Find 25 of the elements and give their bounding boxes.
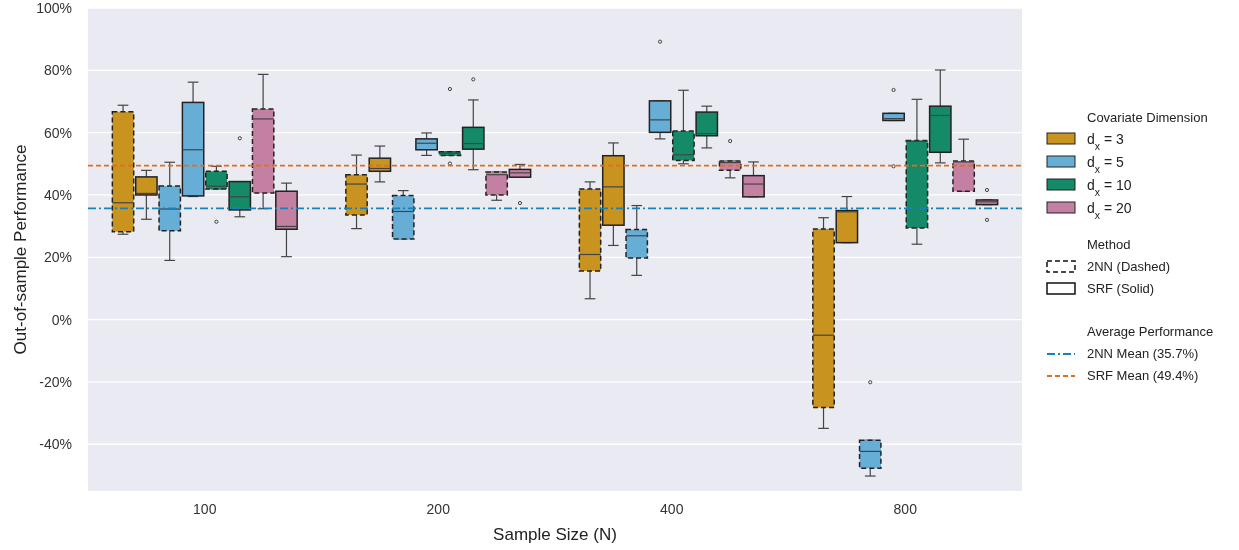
x-tick-label: 200 <box>426 501 451 517</box>
legend-label: d$_{x}$ = 3 <box>1087 131 1124 152</box>
legend-label: SRF Mean (49.4%) <box>1087 368 1199 383</box>
y-tick-label: -20% <box>39 373 72 390</box>
text: 2NN (Dashed) <box>1087 259 1171 274</box>
legend-title: Covariate Dimension <box>1087 110 1208 125</box>
y-tick-label: 60% <box>43 124 72 141</box>
legend-label: d$_{x}$ = 20 <box>1087 200 1132 221</box>
text: Average Performance <box>1087 324 1214 339</box>
legend-label: d$_{x}$ = 5 <box>1087 154 1124 175</box>
text: Method <box>1087 237 1131 252</box>
y-tick-label: 0% <box>51 311 72 328</box>
legend-label: 2NN Mean (35.7%) <box>1087 346 1199 361</box>
y-axis-title: Out-of-sample Performance <box>11 144 30 355</box>
y-tick-label: 20% <box>43 249 72 266</box>
legend-label: d$_{x}$ = 10 <box>1087 177 1132 198</box>
x-tick-label: 100 <box>193 501 217 517</box>
y-tick-label: 80% <box>43 62 72 79</box>
text: SRF (Solid) <box>1087 281 1155 296</box>
y-tick-label: 40% <box>43 186 72 203</box>
x-axis-title: Sample Size (N) <box>493 525 617 544</box>
y-tick-label: 100% <box>36 0 72 16</box>
x-tick-label: 800 <box>893 501 918 517</box>
x-tick-label: 400 <box>660 501 684 517</box>
y-tick-label: -40% <box>39 436 72 453</box>
